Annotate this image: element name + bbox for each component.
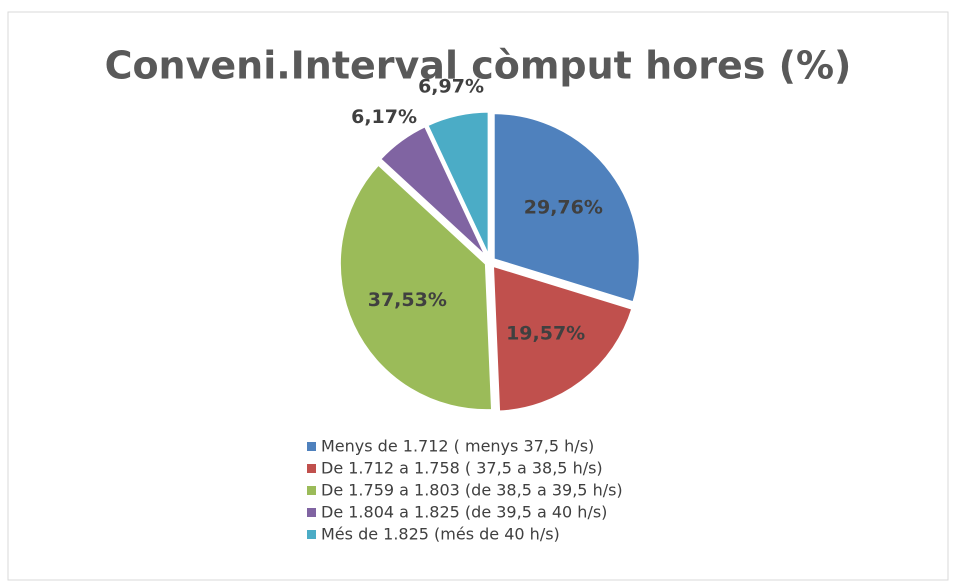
legend-swatch <box>307 486 316 495</box>
data-label: 29,76% <box>524 196 603 218</box>
data-label: 19,57% <box>506 323 585 345</box>
legend-swatch <box>307 508 316 517</box>
data-label: 6,17% <box>351 106 417 128</box>
legend-label: De 1.712 a 1.758 ( 37,5 a 38,5 h/s) <box>321 459 603 478</box>
legend-swatch <box>307 442 316 451</box>
pie-slice <box>491 111 642 305</box>
pie-slice <box>490 263 635 414</box>
chart-title: Conveni.Interval còmput hores (%) <box>105 44 852 88</box>
pie-slice <box>424 109 491 259</box>
legend-label: De 1.759 a 1.803 (de 38,5 a 39,5 h/s) <box>321 481 623 500</box>
data-label: 6,97% <box>418 75 484 97</box>
legend-label: Menys de 1.712 ( menys 37,5 h/s) <box>321 437 594 456</box>
legend-label: De 1.804 a 1.825 (de 39,5 a 40 h/s) <box>321 503 607 522</box>
pie-slice <box>377 123 489 260</box>
data-label: 37,53% <box>368 289 447 311</box>
pie-slice <box>337 161 495 413</box>
legend-label: Més de 1.825 (més de 40 h/s) <box>321 525 560 544</box>
legend-swatch <box>307 530 316 539</box>
legend-swatch <box>307 464 316 473</box>
